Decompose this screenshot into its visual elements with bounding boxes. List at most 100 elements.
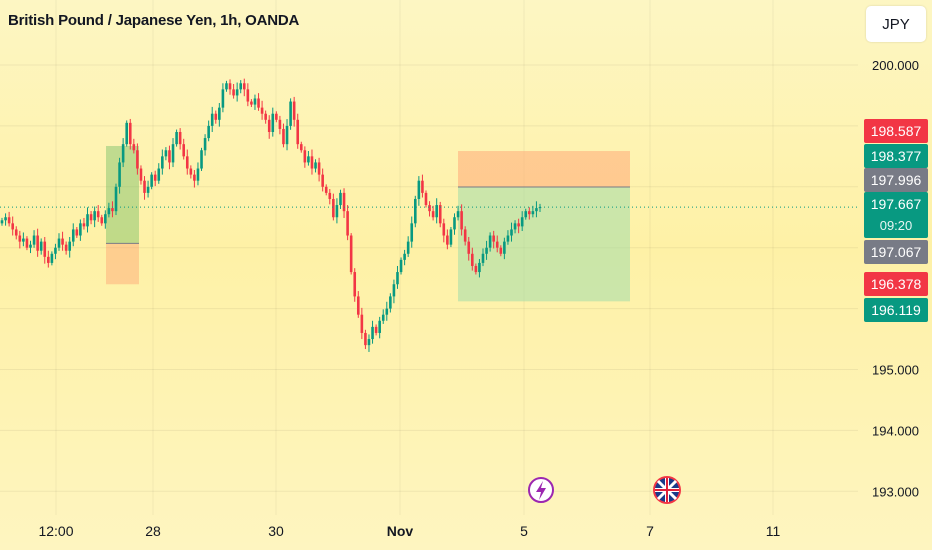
candle <box>296 113 300 149</box>
candle-body <box>385 308 389 315</box>
candle-body <box>481 253 485 263</box>
candle <box>356 291 360 318</box>
lightning-event-icon[interactable] <box>528 477 554 503</box>
candle-body <box>538 207 542 209</box>
price-label-bg <box>864 298 928 322</box>
candle-body <box>463 229 467 242</box>
candle-body <box>317 162 321 175</box>
candle-body <box>271 113 275 132</box>
candle <box>503 237 506 260</box>
candle <box>538 203 542 213</box>
candle <box>485 240 488 260</box>
candle <box>495 235 499 253</box>
candle-body <box>210 113 214 126</box>
candle <box>307 150 310 166</box>
price-label: 198.587 <box>864 119 928 143</box>
candle-body <box>196 168 200 181</box>
candle-body <box>299 144 303 151</box>
candle <box>446 229 449 250</box>
price-label: 197.996 <box>864 168 928 192</box>
candle-body <box>364 332 367 346</box>
candle-body <box>392 284 396 297</box>
candle <box>278 115 282 135</box>
candle-body <box>396 272 399 285</box>
candle <box>478 259 481 278</box>
candle <box>360 307 364 340</box>
candle <box>449 226 453 248</box>
candle <box>57 233 61 251</box>
candle-body <box>403 253 406 260</box>
candle <box>39 238 43 255</box>
candle-body <box>242 83 246 90</box>
candle-body <box>410 223 414 242</box>
candle-body <box>168 150 171 163</box>
candle-body <box>11 223 14 230</box>
candle <box>417 176 421 206</box>
price-label: 197.067 <box>864 240 928 264</box>
candle-body <box>153 174 157 181</box>
candle <box>531 205 535 218</box>
candle <box>471 247 474 271</box>
candle <box>143 176 146 200</box>
candle <box>524 208 528 220</box>
price-label-bg <box>864 192 928 238</box>
candle-body <box>517 223 520 227</box>
candle-body <box>467 241 471 254</box>
candle <box>453 213 456 235</box>
candle-body <box>18 235 22 242</box>
candle-body <box>228 83 232 90</box>
candle <box>4 213 7 226</box>
candle <box>438 201 442 228</box>
candle <box>324 184 328 196</box>
candle <box>406 236 410 257</box>
candle-body <box>260 107 264 114</box>
candle <box>157 163 161 184</box>
candle <box>456 205 460 221</box>
candle <box>29 240 32 254</box>
candle-body <box>307 156 310 163</box>
candle <box>392 279 396 304</box>
candle-body <box>285 125 289 145</box>
candle-body <box>289 101 292 126</box>
candle <box>481 248 485 267</box>
candle <box>164 147 168 161</box>
countdown-text: 09:20 <box>880 218 913 233</box>
candle <box>214 110 218 124</box>
candle <box>246 83 250 107</box>
uk-flag-event-icon[interactable] <box>653 476 681 504</box>
candle <box>378 316 381 339</box>
candle-body <box>214 113 218 120</box>
candle <box>11 216 14 236</box>
candle <box>242 78 246 97</box>
candle-body <box>435 205 438 218</box>
candle <box>275 111 278 123</box>
candle-body <box>378 320 381 333</box>
candle-body <box>474 265 478 273</box>
candle-body <box>424 192 428 206</box>
candle <box>182 138 186 160</box>
candle <box>364 329 367 350</box>
candle-body <box>531 211 535 215</box>
candle-body <box>492 235 495 242</box>
time-tick-label: 5 <box>520 523 528 539</box>
candle <box>111 201 114 218</box>
candle <box>528 207 531 220</box>
candle <box>22 232 25 247</box>
candle <box>467 236 471 261</box>
candle <box>520 211 524 232</box>
candle-body <box>524 211 528 218</box>
currency-button[interactable]: JPY <box>866 6 926 42</box>
candle-body <box>32 235 36 245</box>
candle <box>353 268 357 302</box>
candle <box>314 159 317 173</box>
candle <box>381 309 385 324</box>
candle-body <box>513 223 517 230</box>
candle-body <box>75 229 79 236</box>
candle <box>513 220 517 234</box>
candle <box>200 147 203 171</box>
candle-body <box>125 122 129 145</box>
candle <box>431 205 435 221</box>
candle-body <box>43 241 47 257</box>
